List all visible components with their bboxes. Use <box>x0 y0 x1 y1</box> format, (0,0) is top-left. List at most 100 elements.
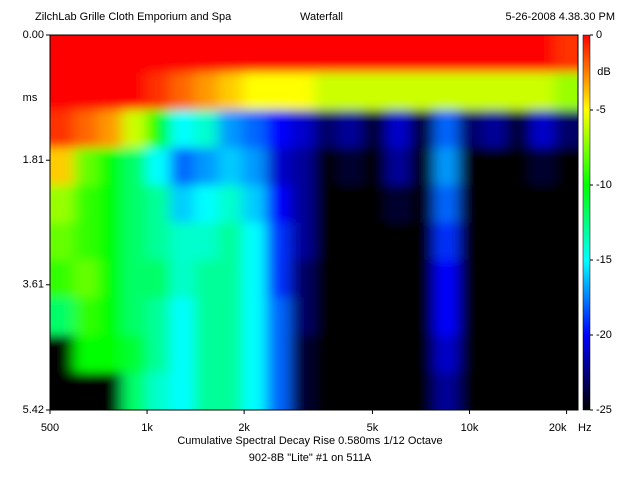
heat-cell <box>97 222 123 261</box>
heat-cell <box>386 297 411 336</box>
heat-cell <box>194 259 219 299</box>
heat-cell <box>290 35 315 73</box>
heat-cell <box>170 110 195 149</box>
heat-cell <box>97 335 123 374</box>
heat-cell <box>338 335 363 374</box>
heat-cell <box>530 297 555 336</box>
heat-cell <box>362 259 387 299</box>
y-tick-label: 0.00 <box>23 29 44 41</box>
heat-cell <box>50 72 75 111</box>
heat-cell <box>97 35 123 73</box>
heat-cell <box>338 372 363 410</box>
heat-cell <box>434 372 459 410</box>
heat-cell <box>386 147 411 186</box>
heat-cell <box>218 222 243 261</box>
heat-cell <box>146 259 171 299</box>
heat-cell <box>362 372 387 410</box>
heat-cell <box>554 147 578 186</box>
heat-cell <box>73 147 99 186</box>
heat-cell <box>122 72 147 111</box>
heat-cell <box>73 185 99 223</box>
heat-cell <box>314 372 339 410</box>
heat-cell <box>386 185 411 223</box>
heat-cell <box>458 335 483 374</box>
heat-cell <box>218 259 243 299</box>
heat-cell <box>338 110 363 149</box>
heat-cell <box>410 297 435 336</box>
heat-cell <box>218 110 243 149</box>
heat-cell <box>410 185 435 223</box>
heat-cell <box>97 259 123 299</box>
heat-cell <box>410 222 435 261</box>
heat-cell <box>242 72 267 111</box>
x-tick-label: 20k <box>549 422 567 434</box>
heat-cell <box>194 72 219 111</box>
heat-cell <box>122 259 147 299</box>
x-tick-label: 5k <box>367 422 379 434</box>
heat-cell <box>218 297 243 336</box>
heat-cell <box>554 110 578 149</box>
heat-cell <box>314 222 339 261</box>
heat-cell <box>290 185 315 223</box>
heat-cell <box>242 110 267 149</box>
heat-cell <box>194 110 219 149</box>
colorbar-tick-label: -15 <box>596 254 612 266</box>
heat-cell <box>170 185 195 223</box>
heat-cell <box>218 35 243 73</box>
y-tick-label: 5.42 <box>23 404 44 416</box>
heat-cell <box>170 35 195 73</box>
heat-cell <box>458 72 483 111</box>
x-tick-label: 2k <box>238 422 250 434</box>
heat-cell <box>554 72 578 111</box>
heat-cell <box>434 335 459 374</box>
heat-cell <box>290 372 315 410</box>
heat-cell <box>386 222 411 261</box>
x-axis-label: Cumulative Spectral Decay Rise 0.580ms 1… <box>177 435 442 447</box>
subtitle: 902-8B "Lite" #1 on 511A <box>249 452 372 464</box>
heat-cell <box>50 335 75 374</box>
heat-cell <box>266 185 291 223</box>
heat-cell <box>554 222 578 261</box>
heat-cell <box>122 35 147 73</box>
heat-cell <box>458 147 483 186</box>
heat-cell <box>290 259 315 299</box>
heat-cell <box>146 222 171 261</box>
heat-cell <box>194 372 219 410</box>
heat-cell <box>122 372 147 410</box>
heat-cell <box>506 110 531 149</box>
heat-cell <box>506 372 531 410</box>
heat-cell <box>362 297 387 336</box>
heat-cell <box>266 110 291 149</box>
heat-cell <box>50 110 75 149</box>
heat-cell <box>530 372 555 410</box>
heat-cell <box>194 222 219 261</box>
x-tick-label: 1k <box>141 422 153 434</box>
heat-cell <box>146 335 171 374</box>
colorbar-tick-label: -10 <box>596 179 612 191</box>
heat-cell <box>338 222 363 261</box>
heat-cell <box>530 185 555 223</box>
heat-cell <box>146 72 171 111</box>
heat-cell <box>73 222 99 261</box>
heat-cell <box>50 35 75 73</box>
heat-cell <box>386 372 411 410</box>
heat-cell <box>314 35 339 73</box>
heat-cell <box>362 222 387 261</box>
heat-cell <box>482 72 507 111</box>
heat-cell <box>266 72 291 111</box>
heat-cell <box>314 259 339 299</box>
x-tick-label: 500 <box>41 422 59 434</box>
heat-cell <box>362 35 387 73</box>
heat-cell <box>410 147 435 186</box>
heat-cell <box>506 335 531 374</box>
heat-cell <box>50 147 75 186</box>
heat-cell <box>122 335 147 374</box>
heat-cell <box>122 147 147 186</box>
heat-cell <box>314 147 339 186</box>
heat-cell <box>266 222 291 261</box>
heat-cell <box>146 110 171 149</box>
heat-cell <box>530 110 555 149</box>
heat-cell <box>362 72 387 111</box>
heat-cell <box>170 222 195 261</box>
